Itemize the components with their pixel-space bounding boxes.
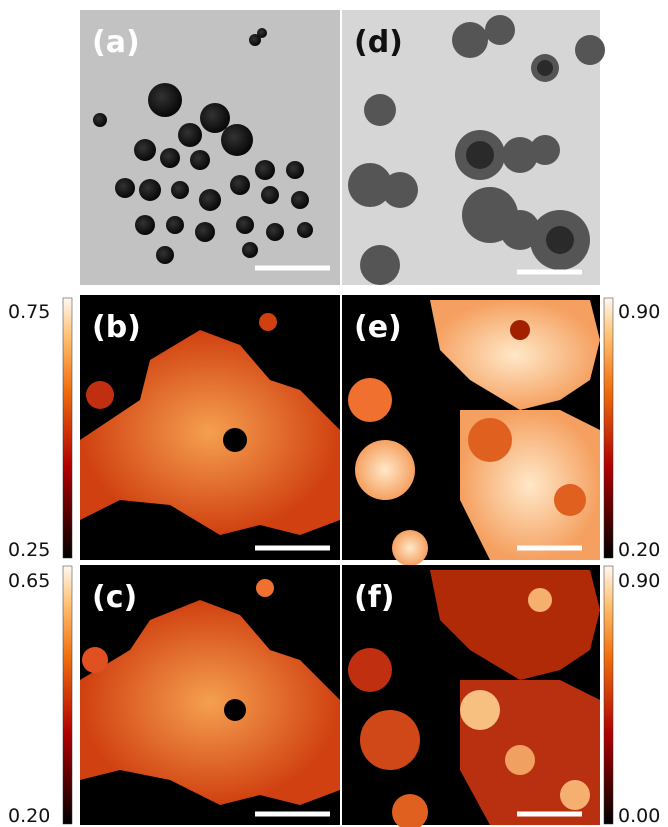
panel-f: (f) xyxy=(342,565,600,827)
panel-e: (e) xyxy=(342,295,600,566)
colorbar: 0.65 0.20 xyxy=(8,566,72,827)
panel-c: (c) xyxy=(80,565,340,825)
colorbar-min: 0.20 xyxy=(8,805,50,827)
colorbar-max: 0.90 xyxy=(618,570,660,592)
colorbar-max: 0.90 xyxy=(618,301,660,323)
colorbar: 0.75 0.25 xyxy=(8,298,72,561)
colorbar-max: 0.65 xyxy=(8,570,50,592)
colorbar: 0.90 0.00 xyxy=(604,566,660,827)
panel-label: (c) xyxy=(92,580,137,615)
figure: (a) (d) (b) (e) (c) (f) xyxy=(0,0,668,827)
panel-a: (a) xyxy=(80,10,340,285)
panel-label: (a) xyxy=(92,25,140,60)
colorbar: 0.90 0.20 xyxy=(604,298,660,561)
panel-label: (f) xyxy=(354,580,394,615)
panel-label: (b) xyxy=(92,310,141,345)
colorbar-min: 0.20 xyxy=(618,539,660,561)
panel-label: (e) xyxy=(354,310,402,345)
colorbar-max: 0.75 xyxy=(8,301,50,323)
panel-label: (d) xyxy=(354,25,403,60)
panel-d: (d) xyxy=(342,10,605,285)
colorbar-min: 0.25 xyxy=(8,539,50,561)
colorbar-min: 0.00 xyxy=(618,805,660,827)
panel-b: (b) xyxy=(80,295,340,560)
